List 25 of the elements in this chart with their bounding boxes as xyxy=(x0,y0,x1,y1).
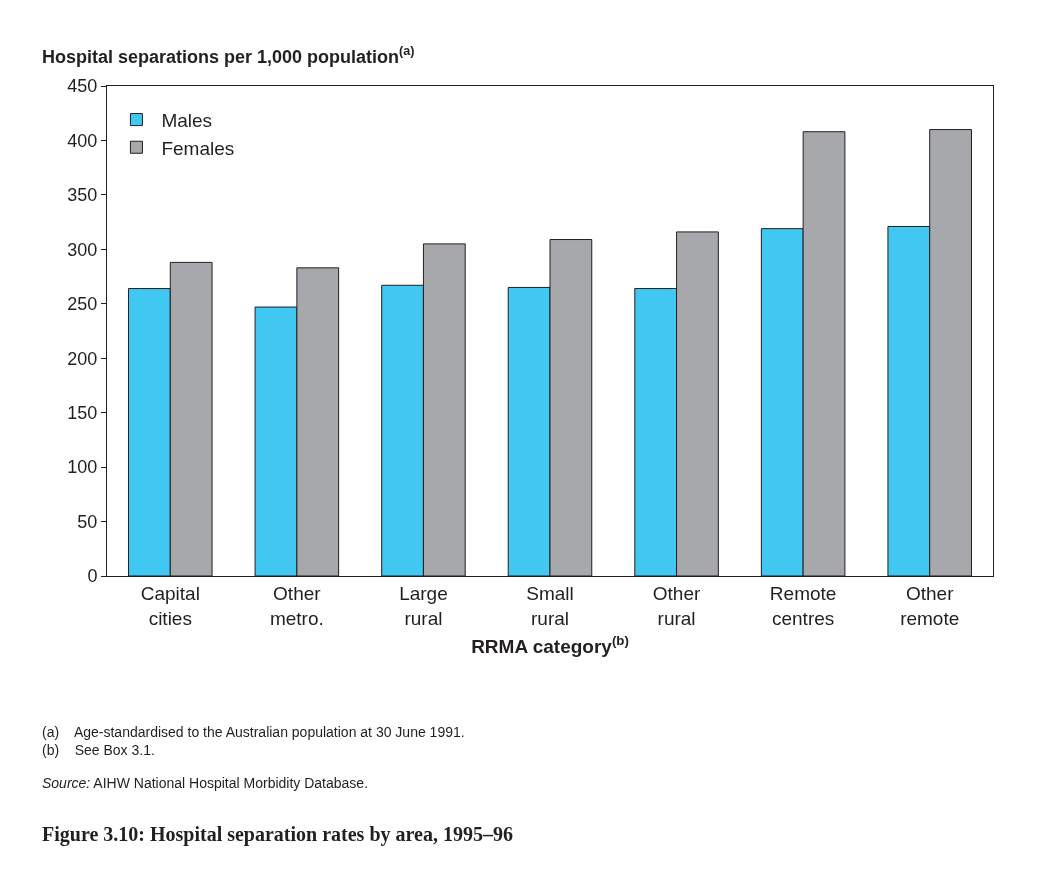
y-tick-label: 100 xyxy=(67,457,98,478)
y-tick-label: 0 xyxy=(87,566,98,587)
x-tick-label: Other remote xyxy=(900,582,960,629)
y-axis-title: Hospital separations per 1,000 population$^{(a)}$ xyxy=(42,44,415,67)
y-tick-label: 150 xyxy=(67,402,98,423)
y-tick-label: 250 xyxy=(67,294,98,315)
x-tick-label: Capital cities xyxy=(140,582,200,629)
x-tick-label: Remote centres xyxy=(769,582,837,629)
x-tick-label: Small rural xyxy=(526,582,574,629)
x-tick-label: Large rural xyxy=(399,582,448,629)
y-tick-label: 50 xyxy=(77,511,98,532)
legend-label: Females xyxy=(161,137,235,159)
y-tick-label: 200 xyxy=(67,348,98,369)
text: (a) Age-standardised to the Australian population at 30 June 1991. xyxy=(42,724,465,740)
x-tick-label: Other metro. xyxy=(269,582,324,629)
text: (b) See Box 3.1. xyxy=(42,742,155,758)
x-tick-label: Other rural xyxy=(652,582,701,629)
source-note: Source: AIHW National Hospital Morbidity Database. xyxy=(42,775,369,791)
text: Figure 3.10: Hospital separation rates by area, 1995–96 xyxy=(42,823,513,846)
y-tick-label: 300 xyxy=(67,239,98,260)
x-axis-title: RRMA category$^{(b)}$ xyxy=(471,633,629,658)
y-tick-label: 400 xyxy=(67,130,98,151)
y-tick-label: 350 xyxy=(67,185,98,206)
legend-label: Males xyxy=(161,109,213,131)
y-tick-label: 450 xyxy=(67,76,98,97)
